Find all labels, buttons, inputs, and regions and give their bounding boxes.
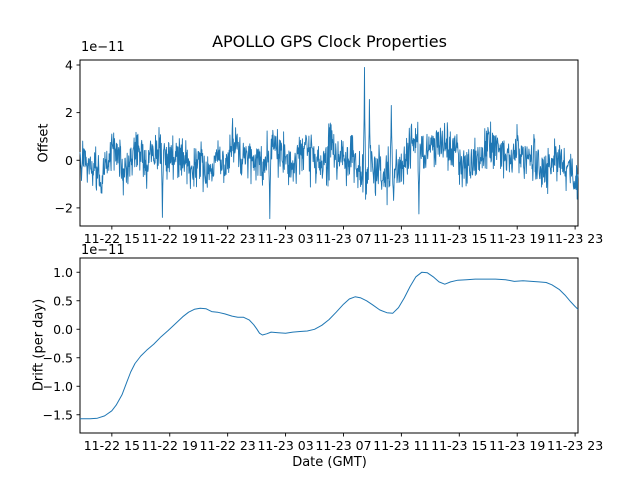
x-tick-label: 11-23 15: [431, 231, 487, 246]
y-tick-label: −2: [55, 200, 73, 215]
x-tick-label: 11-22 19: [142, 231, 198, 246]
drift-series-line: [80, 271, 579, 420]
offset-series-line: [79, 66, 579, 220]
axes-frame: [79, 257, 579, 434]
y-tick-label: −1.5: [43, 407, 73, 422]
y-tick-label: −0.5: [43, 350, 73, 365]
y-tick-label: 0.5: [53, 293, 73, 308]
x-tick-label: 11-23 07: [315, 231, 371, 246]
y-tick-label: 0: [65, 153, 73, 168]
x-tick-label: 11-23 11: [373, 231, 429, 246]
chart-title: APOLLO GPS Clock Properties: [212, 32, 447, 51]
x-tick-label: 11-22 15: [84, 438, 140, 453]
x-tick-label: 11-23 15: [431, 438, 487, 453]
drift-scale-notation: 1e−11: [81, 243, 125, 258]
x-tick-label: 11-22 23: [200, 231, 256, 246]
x-tick-label: 11-23 03: [257, 231, 313, 246]
x-tick-label: 11-23 23: [547, 231, 603, 246]
offset-scale-notation: 1e−11: [81, 40, 125, 55]
y-tick-label: 1.0: [53, 265, 73, 280]
x-tick-label: 11-22 15: [84, 231, 140, 246]
x-tick-label: 11-23 03: [257, 438, 313, 453]
x-tick-label: 11-23 23: [547, 438, 603, 453]
y-tick-label: −1.0: [43, 379, 73, 394]
axes-frame: [79, 59, 579, 227]
x-tick-label: 11-22 19: [142, 438, 198, 453]
x-tick-label: 11-23 11: [373, 438, 429, 453]
y-tick-label: 0.0: [53, 322, 73, 337]
x-tick-label: 11-23 07: [315, 438, 371, 453]
x-tick-label: 11-23 19: [489, 438, 545, 453]
y-tick-label: 2: [65, 105, 73, 120]
x-tick-label: 11-22 23: [200, 438, 256, 453]
x-tick-label: 11-23 19: [489, 231, 545, 246]
y-tick-label: 4: [65, 58, 73, 73]
date-axis-label: Date (GMT): [292, 455, 367, 470]
